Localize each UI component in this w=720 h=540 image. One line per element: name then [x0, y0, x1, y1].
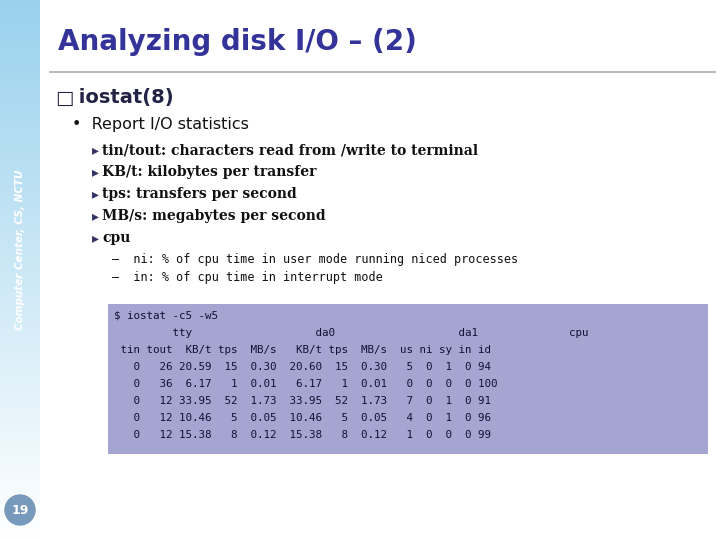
Text: iostat(8): iostat(8) [72, 89, 174, 107]
Text: •  Report I/O statistics: • Report I/O statistics [72, 117, 249, 132]
Circle shape [5, 495, 35, 525]
Text: –  ni: % of cpu time in user mode running niced processes: – ni: % of cpu time in user mode running… [112, 253, 518, 267]
Text: ▸: ▸ [92, 209, 99, 223]
Text: tin tout  KB/t tps  MB/s   KB/t tps  MB/s  us ni sy in id: tin tout KB/t tps MB/s KB/t tps MB/s us … [114, 345, 491, 355]
Text: tin/tout: characters read from /write to terminal: tin/tout: characters read from /write to… [102, 143, 478, 157]
Text: Computer Center, CS, NCTU: Computer Center, CS, NCTU [15, 170, 25, 330]
Text: $ iostat -c5 -w5: $ iostat -c5 -w5 [114, 311, 218, 321]
FancyBboxPatch shape [108, 304, 708, 454]
Text: KB/t: kilobytes per transfer: KB/t: kilobytes per transfer [102, 165, 316, 179]
Text: tps: transfers per second: tps: transfers per second [102, 187, 297, 201]
Text: MB/s: megabytes per second: MB/s: megabytes per second [102, 209, 325, 223]
Text: 0   12 10.46   5  0.05  10.46   5  0.05   4  0  1  0 96: 0 12 10.46 5 0.05 10.46 5 0.05 4 0 1 0 9… [114, 413, 491, 423]
Text: 0   26 20.59  15  0.30  20.60  15  0.30   5  0  1  0 94: 0 26 20.59 15 0.30 20.60 15 0.30 5 0 1 0… [114, 362, 491, 372]
Text: ▸: ▸ [92, 187, 99, 201]
Text: 19: 19 [12, 503, 29, 516]
Text: ▸: ▸ [92, 165, 99, 179]
Text: ▸: ▸ [92, 231, 99, 245]
Text: tty                   da0                   da1              cpu: tty da0 da1 cpu [114, 328, 588, 338]
Text: 0   12 33.95  52  1.73  33.95  52  1.73   7  0  1  0 91: 0 12 33.95 52 1.73 33.95 52 1.73 7 0 1 0… [114, 396, 491, 406]
Text: cpu: cpu [102, 231, 130, 245]
Text: –  in: % of cpu time in interrupt mode: – in: % of cpu time in interrupt mode [112, 272, 383, 285]
Text: □: □ [55, 89, 73, 107]
Text: Analyzing disk I/O – (2): Analyzing disk I/O – (2) [58, 28, 417, 56]
Text: 0   36  6.17   1  0.01   6.17   1  0.01   0  0  0  0 100: 0 36 6.17 1 0.01 6.17 1 0.01 0 0 0 0 100 [114, 379, 498, 389]
Text: ▸: ▸ [92, 143, 99, 157]
Text: 0   12 15.38   8  0.12  15.38   8  0.12   1  0  0  0 99: 0 12 15.38 8 0.12 15.38 8 0.12 1 0 0 0 9… [114, 430, 491, 440]
